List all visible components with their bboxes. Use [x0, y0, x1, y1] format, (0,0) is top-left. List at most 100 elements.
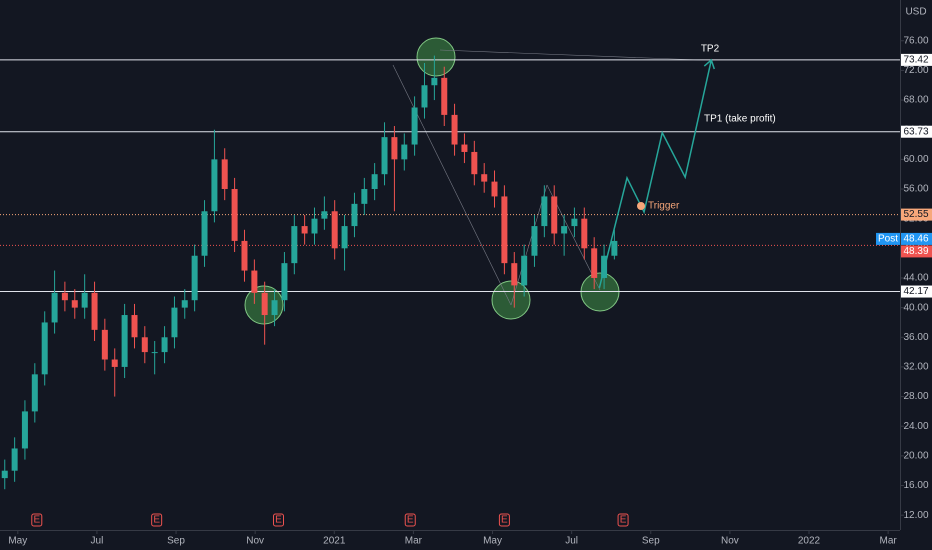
candle-body [31, 374, 38, 412]
circle [416, 37, 456, 77]
earnings-label: E [153, 515, 160, 526]
x-tick-label: Mar [880, 536, 898, 547]
projection-path [598, 59, 713, 289]
price-label: 48.46 [903, 234, 928, 245]
candle-body [511, 263, 518, 286]
y-tick-label: 24.00 [903, 421, 928, 432]
x-tick-label: May [8, 536, 27, 547]
pattern-line [439, 49, 701, 61]
candle-body [551, 196, 558, 234]
candles [1, 55, 618, 490]
candle-body [191, 255, 198, 301]
post-label: Post [878, 234, 898, 245]
price-label-box [901, 285, 932, 298]
candle-body [261, 292, 268, 316]
candle-body [11, 448, 18, 471]
candle-body [311, 218, 318, 234]
candle-body [141, 337, 148, 353]
earnings-box [151, 513, 163, 527]
candle-body [231, 189, 238, 241]
candle-body [21, 411, 28, 449]
annotation: TP1 (take profit) [704, 114, 776, 125]
candle-body [41, 322, 48, 375]
x-tick-label: Sep [167, 536, 185, 547]
earnings-label: E [620, 515, 627, 526]
y-tick-label: 20.00 [903, 451, 928, 462]
candle-body [161, 337, 168, 353]
candle-body [401, 144, 408, 160]
price-label: 52.55 [903, 209, 928, 220]
candle-body [531, 226, 538, 256]
candle-body [61, 292, 68, 301]
y-tick-label: 16.00 [903, 480, 928, 491]
candle-body [591, 248, 598, 278]
earnings-label: E [407, 515, 414, 526]
x-tick-label: May [483, 536, 502, 547]
candle-body [561, 226, 568, 234]
candle-body [1, 470, 8, 479]
trigger-icon [637, 202, 645, 210]
candle-body [81, 292, 88, 308]
candle-body [321, 211, 328, 219]
post-label-box [876, 232, 900, 245]
currency: USD [905, 7, 926, 18]
projection-arrowhead [703, 58, 716, 70]
candle-body [131, 315, 138, 338]
x-tick-label: Jul [91, 536, 104, 547]
candle-body [51, 292, 58, 323]
candle-body [361, 189, 368, 204]
candle-body [201, 211, 208, 256]
candle-body [121, 315, 128, 367]
candle-body [171, 307, 178, 338]
earnings-label: E [33, 515, 40, 526]
candle-body [91, 292, 98, 330]
candle-body [291, 226, 298, 264]
earnings-box [498, 513, 510, 527]
earnings-box [31, 513, 43, 527]
earnings-box [273, 513, 285, 527]
candle-body [501, 196, 508, 264]
candle-body [441, 77, 448, 115]
y-tick-label: 68.00 [903, 95, 928, 106]
x-tick-label: Nov [246, 536, 264, 547]
x-tick-label: Mar [405, 536, 423, 547]
price-label-box [901, 232, 932, 245]
candle-body [111, 359, 118, 367]
candle-body [581, 218, 588, 249]
candle-body [101, 329, 108, 360]
y-tick-label: 60.00 [903, 154, 928, 165]
price-label-box [901, 125, 932, 138]
candle-body [521, 255, 528, 286]
candle-body [491, 181, 498, 197]
x-tick-label: Sep [642, 536, 660, 547]
y-tick-label: 56.00 [903, 184, 928, 195]
x-tick-label: 2021 [323, 536, 346, 547]
candle-body [381, 137, 388, 175]
y-tick-label: 72.00 [903, 65, 928, 76]
y-tick-label: 28.00 [903, 391, 928, 402]
y-tick-label: 32.00 [903, 362, 928, 373]
pattern-line [392, 64, 512, 306]
y-tick-label: 36.00 [903, 332, 928, 343]
y-tick-label: 76.00 [903, 35, 928, 46]
candle-body [611, 240, 618, 256]
candle-body [541, 196, 548, 227]
candle-body [431, 77, 438, 86]
candle-body [241, 240, 248, 271]
x-tick-label: Jul [565, 536, 578, 547]
candle-body [451, 114, 458, 145]
y-tick-label: 44.00 [903, 273, 928, 284]
candle-body [251, 270, 258, 293]
candle-body [211, 159, 218, 212]
x-tick-label: Nov [721, 536, 739, 547]
circle [491, 280, 531, 320]
candle-body [341, 226, 348, 249]
annotation: Trigger [648, 201, 680, 212]
price-label-box [901, 245, 932, 258]
earnings-box [404, 513, 416, 527]
candle-body [481, 174, 488, 182]
price-label-box [901, 208, 932, 221]
candle-body [571, 218, 578, 227]
